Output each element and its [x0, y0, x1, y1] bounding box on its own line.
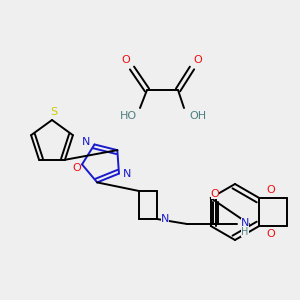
Text: N: N	[82, 137, 91, 148]
Text: N: N	[161, 214, 169, 224]
Text: O: O	[267, 185, 276, 195]
Text: O: O	[194, 55, 202, 65]
Text: N: N	[241, 218, 249, 228]
Text: N: N	[123, 169, 131, 178]
Text: O: O	[73, 164, 81, 173]
Text: H: H	[241, 227, 249, 237]
Text: O: O	[122, 55, 130, 65]
Text: OH: OH	[189, 111, 207, 121]
Text: HO: HO	[119, 111, 136, 121]
Text: S: S	[50, 107, 58, 117]
Text: O: O	[211, 189, 219, 199]
Text: O: O	[267, 229, 276, 239]
